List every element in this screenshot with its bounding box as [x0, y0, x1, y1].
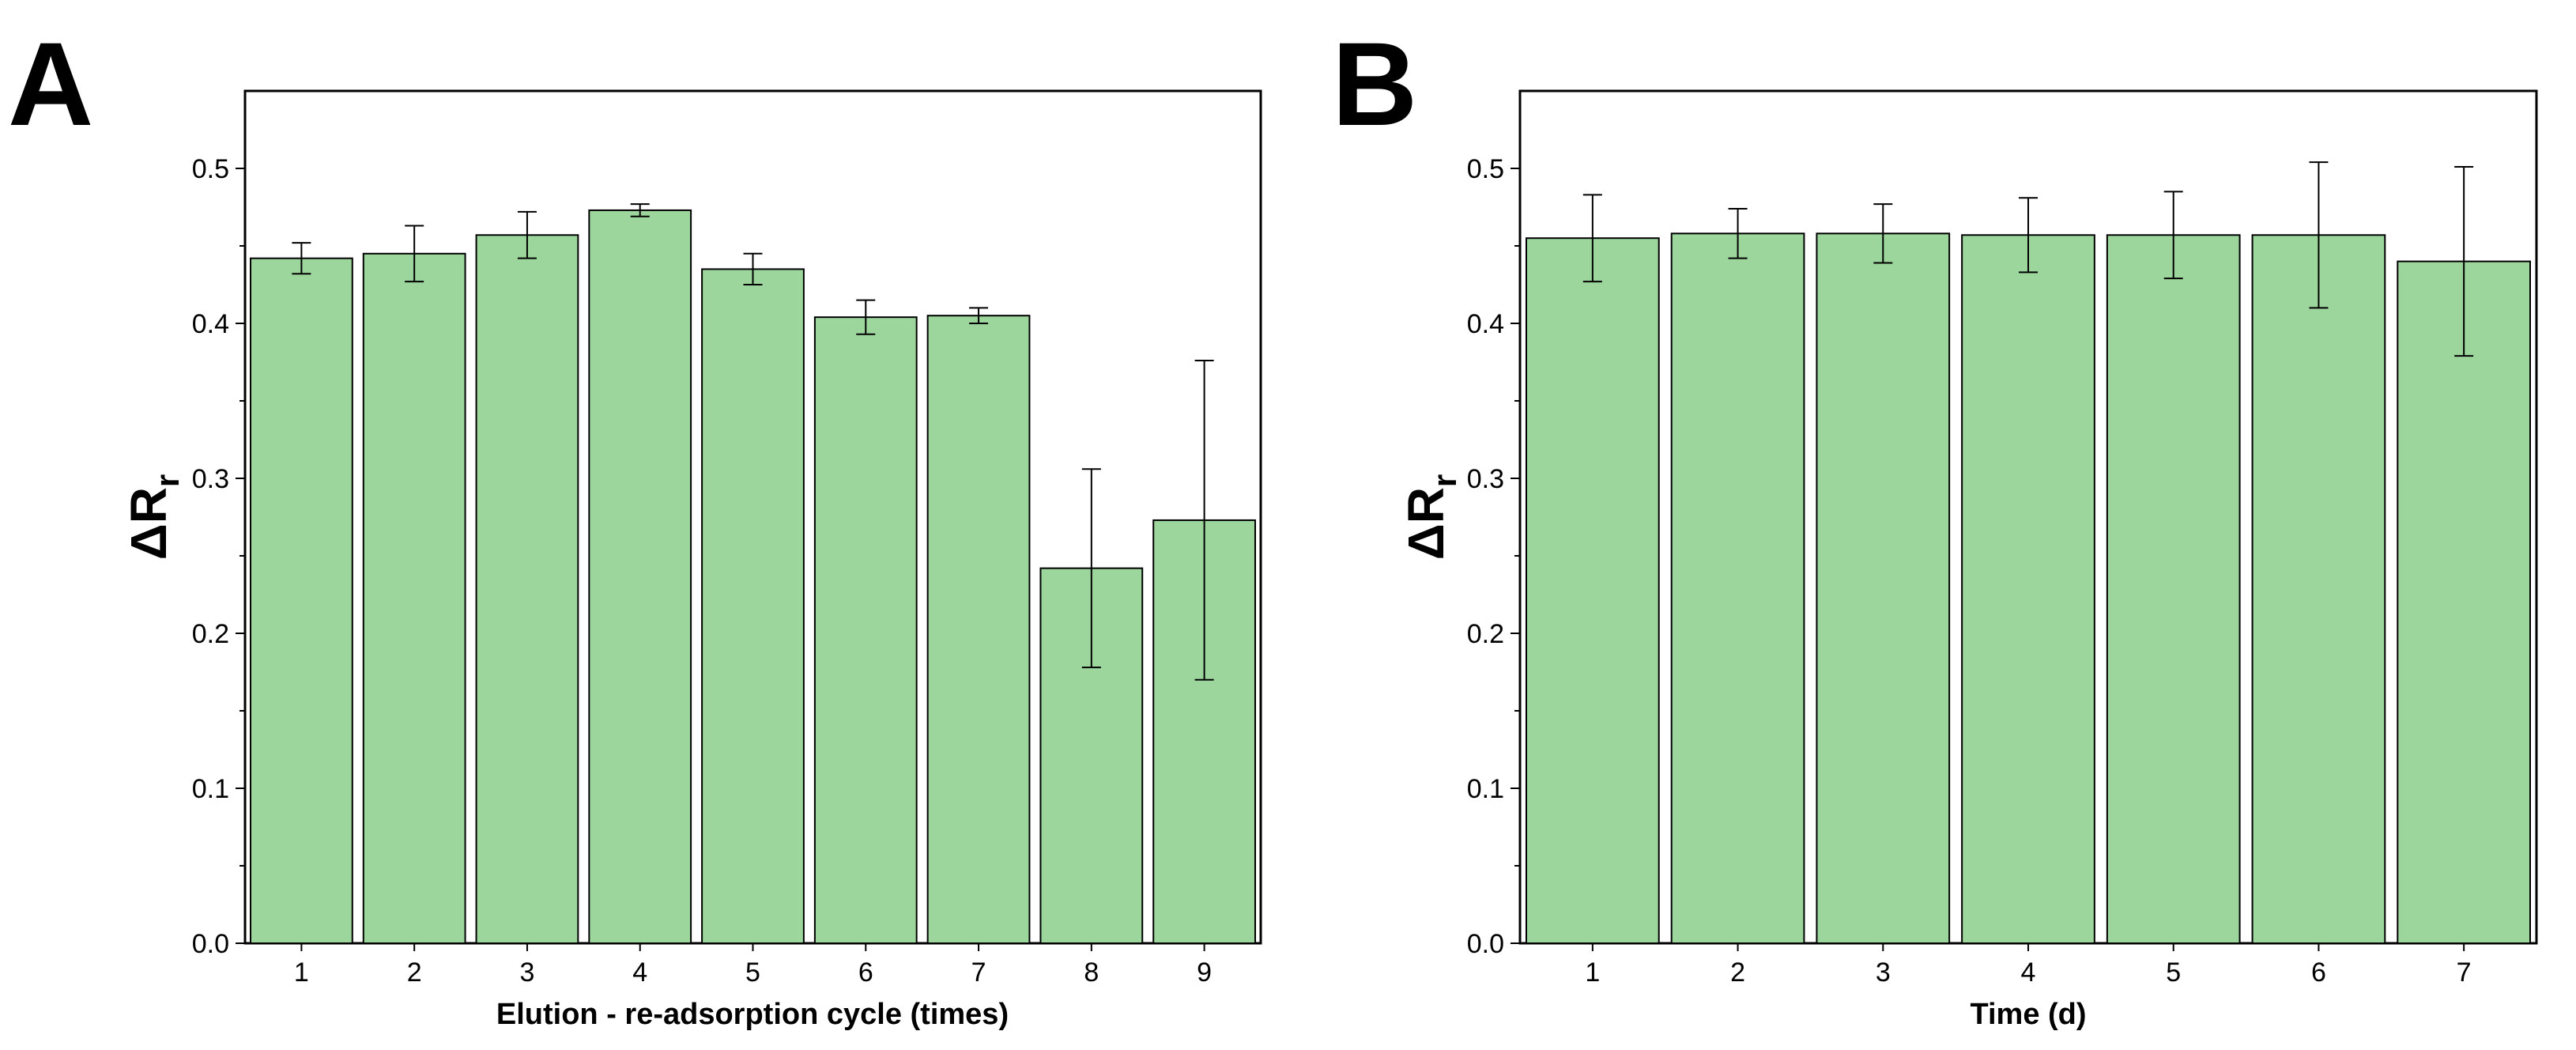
- y-tick-label-a-2: 0.2: [192, 619, 229, 649]
- x-tick-label-b-1: 1: [1585, 957, 1600, 988]
- bar-b-2: [1670, 232, 1805, 944]
- x-tick-label-b-4: 4: [2021, 957, 2036, 988]
- x-tick-label-a-7: 7: [971, 957, 986, 988]
- bar-a-1: [250, 257, 353, 944]
- error-bar-b-5: [2163, 191, 2183, 280]
- x-tick-label-b-7: 7: [2457, 957, 2472, 988]
- error-bar-a-7: [969, 307, 989, 324]
- y-axis-title-b: ΔRr: [1397, 474, 1463, 561]
- y-axis-label-b: ΔR: [1397, 487, 1454, 560]
- y-tick-label-b-1: 0.1: [1467, 774, 1504, 804]
- bar-b-7: [2397, 260, 2531, 945]
- y-tick-label-a-1: 0.1: [192, 774, 229, 804]
- y-axis-label-subscript-b: r: [1426, 474, 1463, 487]
- x-axis-title-b: Time (d): [1970, 998, 2086, 1031]
- bar-a-4: [588, 209, 692, 945]
- errorbars-b: [1582, 161, 2474, 357]
- x-axis-ticks-a: 1 2 3 4 5 6 7 8 9: [294, 943, 1212, 988]
- x-axis-title-a: Elution - re-adsorption cycle (times): [496, 998, 1009, 1031]
- x-axis-ticks-b: 1 2 3 4 5 6 7: [1585, 943, 2472, 988]
- error-bar-b-3: [1873, 203, 1893, 264]
- x-tick-label-b-2: 2: [1730, 957, 1745, 988]
- panel-label-b: B: [1332, 17, 1417, 150]
- bar-b-6: [2251, 234, 2386, 944]
- y-tick-label-b-4: 0.4: [1467, 309, 1504, 339]
- error-bar-b-6: [2309, 161, 2329, 309]
- x-tick-label-a-4: 4: [632, 957, 647, 988]
- error-bar-b-2: [1728, 207, 1748, 259]
- bar-a-3: [475, 234, 579, 944]
- error-bar-b-4: [2019, 197, 2038, 274]
- error-bar-a-1: [292, 242, 311, 275]
- x-tick-label-a-2: 2: [407, 957, 422, 988]
- panel-label-a: A: [8, 17, 93, 150]
- bar-a-2: [362, 252, 466, 944]
- errorbars-a: [292, 203, 1214, 681]
- bar-a-6: [813, 316, 918, 945]
- bar-b-4: [1961, 234, 2095, 944]
- y-tick-label-b-0: 0.0: [1467, 929, 1504, 959]
- error-bar-b-1: [1582, 194, 1602, 283]
- error-bar-b-7: [2454, 166, 2474, 357]
- x-tick-label-a-5: 5: [745, 957, 760, 988]
- y-axis-label-subscript-a: r: [149, 474, 186, 487]
- x-tick-label-b-5: 5: [2166, 957, 2181, 988]
- x-tick-label-a-3: 3: [519, 957, 534, 988]
- error-bar-a-3: [517, 210, 537, 259]
- error-bar-a-6: [856, 299, 876, 335]
- bar-b-3: [1816, 232, 1951, 944]
- bars-a: [250, 209, 1256, 945]
- y-tick-label-b-5: 0.5: [1467, 154, 1504, 184]
- bars-b: [1526, 232, 2531, 945]
- y-tick-label-a-3: 0.3: [192, 464, 229, 494]
- svg-text:ΔRr: ΔRr: [120, 474, 186, 561]
- y-axis-label-a: ΔR: [120, 487, 177, 560]
- x-tick-label-b-3: 3: [1876, 957, 1891, 988]
- x-tick-label-a-1: 1: [294, 957, 309, 988]
- error-bar-a-9: [1194, 360, 1214, 681]
- y-tick-label-b-3: 0.3: [1467, 464, 1504, 494]
- bar-a-5: [701, 268, 805, 944]
- y-tick-label-a-5: 0.5: [192, 154, 229, 184]
- y-tick-label-b-2: 0.2: [1467, 619, 1504, 649]
- error-bar-a-4: [630, 203, 650, 217]
- y-tick-label-a-4: 0.4: [192, 309, 229, 339]
- x-tick-label-a-8: 8: [1084, 957, 1099, 988]
- svg-text:ΔRr: ΔRr: [1397, 474, 1463, 561]
- error-bar-a-5: [743, 252, 763, 285]
- bar-a-7: [926, 315, 1031, 944]
- x-tick-label-a-9: 9: [1197, 957, 1212, 988]
- panel-a: A 0.0 0.1 0.2 0.3 0.4 0.5 1 2 3 4 5 6 7 8 9 ΔRr Eluti…: [8, 17, 1262, 1031]
- bar-b-1: [1526, 237, 1660, 944]
- error-bar-a-2: [405, 225, 424, 283]
- panel-b: B 0.0 0.1 0.2 0.3 0.4 0.5 1 2 3 4 5 6 7 ΔRr Time (d…: [1332, 17, 2538, 1031]
- bar-b-5: [2106, 234, 2241, 944]
- y-tick-label-a-0: 0.0: [192, 929, 229, 959]
- y-axis-ticks-a: 0.0 0.1 0.2 0.3 0.4 0.5: [192, 154, 245, 959]
- y-axis-ticks-b: 0.0 0.1 0.2 0.3 0.4 0.5: [1467, 154, 1520, 959]
- y-axis-title-a: ΔRr: [120, 474, 186, 561]
- x-tick-label-a-6: 6: [858, 957, 873, 988]
- error-bar-a-8: [1081, 468, 1101, 669]
- x-tick-label-b-6: 6: [2311, 957, 2326, 988]
